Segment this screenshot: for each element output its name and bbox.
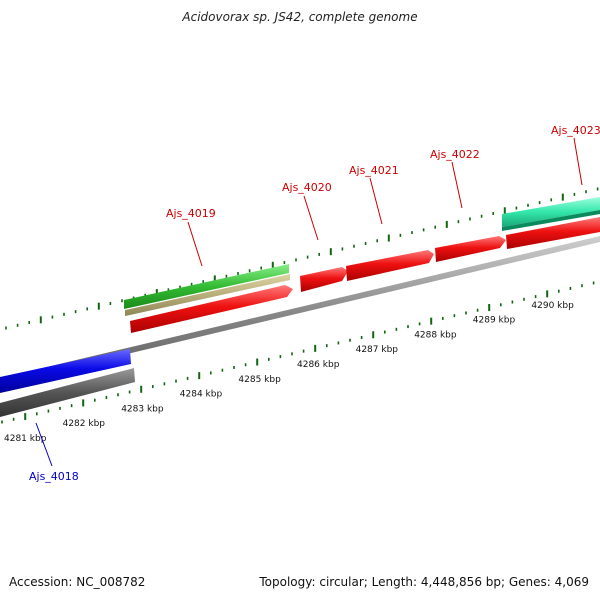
kbp-label: 4285 kbp: [238, 375, 281, 385]
kbp-label: 4283 kbp: [121, 404, 164, 414]
kbp-label: 4289 kbp: [473, 316, 516, 326]
leader-line-ajs-4022: [451, 161, 463, 209]
map-title: Acidovorax sp. JS42, complete genome: [182, 10, 418, 24]
leader-line-ajs-4018: [35, 422, 53, 467]
kbp-label: 4284 kbp: [180, 390, 223, 400]
outer-tick-row: [5, 187, 599, 330]
reverse-backbone: [0, 368, 135, 417]
gene-label-ajs-4021: Ajs_4021: [349, 164, 399, 177]
leader-line-ajs-4023: [573, 137, 583, 186]
gene-label-ajs-4023: Ajs_4023: [551, 124, 600, 137]
leader-line-ajs-4021: [369, 177, 383, 225]
inner-tick-row: [1, 281, 595, 424]
leader-line-ajs-4020: [303, 195, 319, 241]
kbp-label: 4287 kbp: [356, 345, 399, 355]
gene-label-ajs-4020: Ajs_4020: [282, 181, 332, 194]
gene-leader-lines: [35, 137, 583, 467]
feature-teal-bar: [502, 197, 600, 227]
gene-arrow-ajs-4018: [0, 349, 131, 393]
leader-line-ajs-4019: [187, 221, 203, 267]
gene-label-ajs-4018: Ajs_4018: [29, 470, 79, 483]
forward-backbone: [0, 236, 600, 384]
gene-label-ajs-4022: Ajs_4022: [430, 148, 480, 161]
kbp-labels: 4281 kbp 4282 kbp 4283 kbp 4284 kbp 4285 kbp…: [4, 301, 574, 444]
kbp-label: 4281 kbp: [4, 434, 47, 444]
gene-arrow-ajs-4020: [300, 267, 348, 292]
gene-arrow-ajs-4019: [130, 285, 293, 333]
kbp-label: 4288 kbp: [414, 330, 457, 340]
accession-label: Accession: NC_008782: [9, 575, 146, 589]
gene-arrow-ajs-4021: [346, 250, 434, 281]
genome-stats-label: Topology: circular; Length: 4,448,856 bp…: [259, 575, 589, 589]
feature-green-bar: [124, 264, 289, 309]
kbp-label: 4290 kbp: [531, 301, 574, 311]
feature-teal-edge: [502, 210, 600, 231]
feature-tan-bar: [125, 274, 290, 316]
kbp-label: 4286 kbp: [297, 360, 340, 370]
gene-arrow-ajs-4023: [506, 217, 600, 249]
kbp-label: 4282 kbp: [63, 419, 106, 429]
gene-arrow-ajs-4022: [435, 236, 506, 262]
gene-label-ajs-4019: Ajs_4019: [166, 207, 216, 220]
